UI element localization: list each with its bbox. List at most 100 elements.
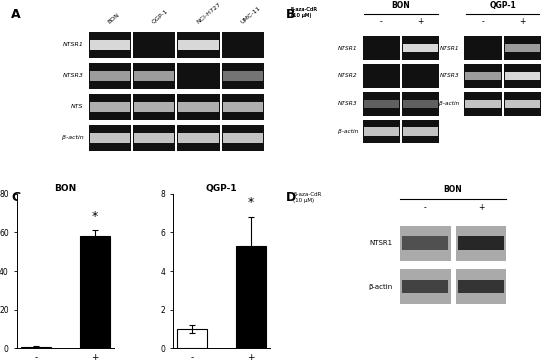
Text: NTSR3: NTSR3 <box>338 101 358 106</box>
Bar <box>222 32 264 58</box>
Bar <box>134 133 174 143</box>
Bar <box>403 236 448 250</box>
Bar <box>133 63 175 89</box>
Text: BON: BON <box>444 185 463 195</box>
Text: β-actin: β-actin <box>338 129 358 134</box>
Bar <box>90 40 130 50</box>
Bar <box>363 64 400 87</box>
Bar <box>177 329 207 348</box>
Bar <box>465 99 501 108</box>
Title: BON: BON <box>54 184 76 193</box>
Text: β-actin: β-actin <box>62 135 84 140</box>
Bar <box>133 94 175 120</box>
Bar <box>89 32 131 58</box>
Bar <box>89 94 131 120</box>
Bar <box>504 64 541 87</box>
Text: QGP-1: QGP-1 <box>490 1 516 10</box>
Bar <box>464 36 502 60</box>
Bar <box>222 63 264 89</box>
Text: NTSR1: NTSR1 <box>369 240 392 246</box>
Bar <box>400 269 450 304</box>
Bar <box>178 125 220 151</box>
Text: β-actin: β-actin <box>439 101 459 106</box>
Text: NTSR3: NTSR3 <box>440 73 459 78</box>
Bar <box>402 64 439 87</box>
Bar <box>465 72 501 80</box>
Bar <box>178 133 219 143</box>
Bar <box>223 102 263 111</box>
Bar <box>505 99 540 108</box>
Bar <box>403 280 448 293</box>
Bar <box>178 94 220 120</box>
Bar <box>364 127 399 136</box>
Text: *: * <box>248 196 254 209</box>
Bar <box>90 71 130 81</box>
Bar <box>178 102 219 111</box>
Bar <box>505 44 540 52</box>
Bar <box>455 226 507 261</box>
Bar <box>504 36 541 60</box>
Bar <box>133 32 175 58</box>
Bar <box>223 71 263 81</box>
Bar <box>178 32 220 58</box>
Bar <box>90 102 130 111</box>
Text: QGP-1: QGP-1 <box>151 8 169 25</box>
Bar <box>236 246 266 348</box>
Text: NTSR1: NTSR1 <box>63 42 84 48</box>
Bar <box>458 280 504 293</box>
Bar <box>403 99 438 108</box>
Bar <box>21 347 51 348</box>
Bar <box>400 226 450 261</box>
Bar <box>464 92 502 115</box>
Text: +: + <box>417 17 424 26</box>
Bar <box>363 36 400 60</box>
Text: UMC-11: UMC-11 <box>240 5 262 25</box>
Title: QGP-1: QGP-1 <box>206 184 238 193</box>
Bar <box>80 236 109 348</box>
Bar <box>89 125 131 151</box>
Text: *: * <box>92 210 98 223</box>
Bar <box>363 92 400 115</box>
Bar <box>178 63 220 89</box>
Text: 5-aza-CdR
(10 μM): 5-aza-CdR (10 μM) <box>293 192 322 203</box>
Bar <box>363 120 400 143</box>
Text: +: + <box>478 203 484 212</box>
Text: NTSR1: NTSR1 <box>338 45 358 50</box>
Bar <box>222 94 264 120</box>
Text: NCI-H727: NCI-H727 <box>195 2 222 25</box>
Bar <box>134 71 174 81</box>
Text: +: + <box>519 17 525 26</box>
Bar <box>403 127 438 136</box>
Bar <box>402 120 439 143</box>
Bar <box>222 125 264 151</box>
Bar <box>403 44 438 52</box>
Bar <box>89 63 131 89</box>
Text: 5-aza-CdR
(10 μM): 5-aza-CdR (10 μM) <box>290 7 318 18</box>
Text: -: - <box>482 17 485 26</box>
Bar <box>364 99 399 108</box>
Text: NTS: NTS <box>72 105 84 109</box>
Text: C: C <box>12 191 20 204</box>
Text: D: D <box>285 191 296 204</box>
Text: 5-aza-CdR
(10 μM): 5-aza-CdR (10 μM) <box>290 7 318 18</box>
Bar <box>505 72 540 80</box>
Text: NTSR2: NTSR2 <box>338 73 358 78</box>
Text: NTSR1: NTSR1 <box>440 45 459 50</box>
Text: A: A <box>12 8 21 21</box>
Text: NTSR3: NTSR3 <box>63 73 84 78</box>
Bar <box>223 133 263 143</box>
Bar <box>402 36 439 60</box>
Text: BON: BON <box>107 12 120 25</box>
Text: β-actin: β-actin <box>368 284 392 290</box>
Text: B: B <box>285 8 295 21</box>
Bar <box>504 92 541 115</box>
Bar <box>455 269 507 304</box>
Bar <box>134 102 174 111</box>
Text: -: - <box>424 203 427 212</box>
Text: -: - <box>380 17 383 26</box>
Bar <box>178 40 219 50</box>
Bar <box>133 125 175 151</box>
Bar <box>458 236 504 250</box>
Bar <box>90 133 130 143</box>
Bar <box>464 64 502 87</box>
